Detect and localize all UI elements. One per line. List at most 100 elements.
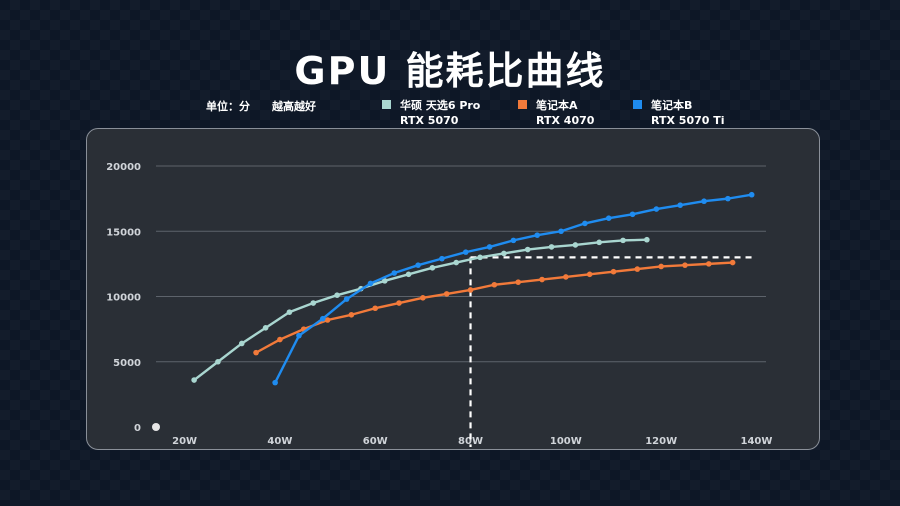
data-point [367,280,374,287]
data-point [748,191,755,198]
data-point [215,358,221,365]
data-point [286,309,293,315]
y-tick-label: 15000 [106,227,141,238]
data-point [324,317,331,323]
x-tick-label: 40W [267,436,292,447]
x-tick-label: 140W [741,436,773,447]
data-point [563,274,569,280]
data-point [277,336,283,343]
legend-swatch-series-2 [518,100,527,109]
data-point [439,255,445,262]
data-point [677,202,684,208]
data-point [586,271,593,278]
data-point [725,195,731,202]
data-point [620,237,626,244]
data-point [629,211,636,218]
y-tick-labels: 0 5000 10000 15000 20000 [106,162,141,434]
series-1 [191,236,650,383]
data-point [420,295,426,301]
data-point [706,261,712,267]
data-point [524,246,531,253]
legend-name-series-1: 华硕 天选6 Pro [400,99,481,112]
data-point [596,239,603,246]
y-tick-label: 10000 [106,293,141,304]
page-title: GPU 能耗比曲线 [294,49,606,93]
legend-swatch-series-1 [382,100,391,109]
y-tick-label: 5000 [113,358,141,369]
data-point [429,264,436,271]
series-group [191,191,755,386]
data-point [191,377,197,383]
origin-point [152,423,160,431]
data-point [515,279,521,285]
data-point [272,379,278,386]
series-line [193,238,647,381]
data-point [539,276,545,283]
x-tick-label: 20W [172,436,197,447]
data-point [729,259,736,266]
data-point [644,236,650,243]
x-tick-label: 80W [458,436,483,447]
data-point [510,237,517,244]
data-point [486,244,493,250]
data-point [548,244,555,250]
y-tick-label: 0 [134,423,141,434]
data-point [701,198,707,205]
data-point [634,266,641,272]
data-point [381,278,388,284]
data-point [262,325,269,331]
data-point [396,300,402,306]
data-point [372,305,379,312]
legend-swatch-series-3 [633,100,642,109]
data-point [605,215,612,221]
better-label: 越高越好 [272,100,316,113]
series-line [274,193,752,384]
data-point [319,315,326,322]
data-point [253,349,259,356]
data-point [534,232,541,238]
data-point [348,311,355,318]
x-tick-label: 60W [363,436,388,447]
data-point [391,270,398,276]
data-point [582,220,588,227]
reference-lines [152,256,752,447]
legend-sub-series-1: RTX 5070 [400,114,459,127]
legend-item-series-3: 笔记本B RTX 5070 Ti [633,98,725,128]
data-point [343,296,350,302]
chart-card [86,128,820,450]
data-point [296,332,302,339]
x-tick-labels: 20W 40W 60W 80W 100W 120W 140W [172,436,772,447]
data-point [443,291,450,297]
series-3 [272,191,755,386]
unit-note: 单位：分 越高越好 [206,98,316,114]
data-point [558,228,564,235]
x-tick-label: 120W [645,436,677,447]
legend-name-series-2: 笔记本A [536,99,578,112]
data-point [658,263,664,270]
legend-sub-series-3: RTX 5070 Ti [651,114,725,127]
series-2 [253,259,736,356]
data-point [310,300,317,306]
data-point [462,249,469,255]
legend-item-series-1: 华硕 天选6 Pro RTX 5070 [382,98,481,128]
unit-label: 单位：分 [206,100,250,113]
legend-item-series-2: 笔记本A RTX 4070 [518,98,595,128]
data-point [610,268,617,275]
data-point [467,287,474,293]
data-point [453,259,460,266]
data-point [501,250,507,257]
grid-lines [156,165,766,363]
y-tick-label: 20000 [106,162,141,173]
data-point [405,271,412,278]
data-point [238,340,245,347]
data-point [572,242,579,248]
series-line [255,261,733,354]
x-tick-label: 100W [550,436,582,447]
data-point [682,262,688,268]
data-point [415,262,421,268]
data-point [334,292,340,298]
legend-name-series-3: 笔记本B [651,99,693,112]
legend-sub-series-2: RTX 4070 [536,114,595,127]
data-point [491,281,498,288]
